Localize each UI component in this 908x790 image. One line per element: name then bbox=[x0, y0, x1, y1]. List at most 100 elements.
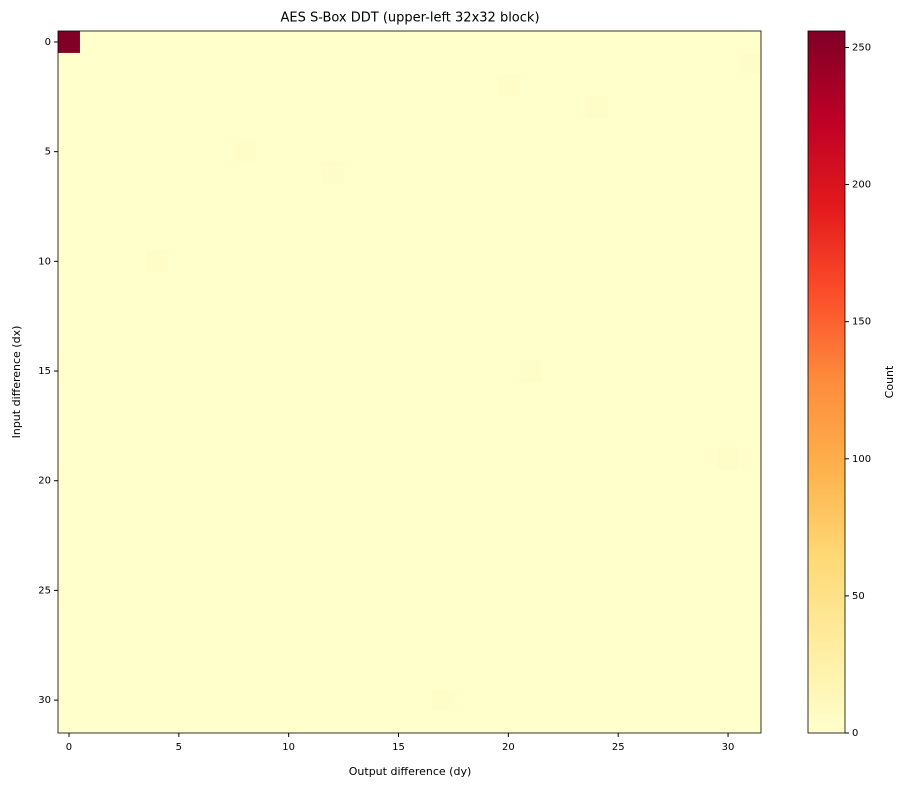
heatmap-cell bbox=[563, 250, 586, 273]
heatmap-cell bbox=[387, 162, 410, 185]
heatmap-cell bbox=[453, 118, 476, 142]
heatmap-cell bbox=[651, 316, 674, 339]
heatmap-cell bbox=[409, 52, 432, 76]
heatmap-cell bbox=[431, 74, 454, 98]
heatmap-cell bbox=[233, 316, 257, 339]
heatmap-cell bbox=[695, 31, 718, 54]
heatmap-cell bbox=[651, 338, 674, 361]
heatmap-cell bbox=[211, 294, 235, 317]
heatmap-cell bbox=[277, 601, 301, 624]
heatmap-cell bbox=[497, 447, 520, 471]
heatmap-cell bbox=[519, 272, 542, 295]
heatmap-cell bbox=[58, 447, 81, 471]
heatmap-cell bbox=[563, 513, 586, 536]
heatmap-cell bbox=[585, 403, 608, 427]
heatmap-cell bbox=[607, 74, 630, 98]
heatmap-cell bbox=[717, 645, 740, 668]
heatmap-cell bbox=[58, 645, 81, 668]
heatmap-cell bbox=[233, 118, 257, 142]
y-tick-label: 0 bbox=[45, 37, 51, 48]
heatmap-cell bbox=[387, 689, 410, 712]
heatmap-cell bbox=[145, 491, 169, 515]
heatmap-cell bbox=[519, 162, 542, 185]
heatmap-cell bbox=[541, 513, 564, 536]
heatmap-cell bbox=[145, 184, 169, 207]
heatmap-cell bbox=[365, 469, 388, 493]
heatmap-cell bbox=[189, 557, 213, 580]
heatmap-cell bbox=[189, 140, 213, 164]
heatmap-cell bbox=[739, 469, 762, 493]
heatmap-cell bbox=[343, 360, 366, 383]
heatmap-cell bbox=[167, 667, 191, 690]
heatmap-cell bbox=[211, 228, 235, 251]
heatmap-cell bbox=[299, 711, 323, 734]
heatmap-cell bbox=[343, 96, 366, 120]
heatmap-cell bbox=[321, 140, 344, 164]
heatmap-cell bbox=[673, 74, 696, 98]
heatmap-cell bbox=[189, 579, 213, 602]
heatmap-cell bbox=[453, 162, 476, 185]
heatmap-cell bbox=[739, 228, 762, 251]
heatmap-cell bbox=[453, 447, 476, 471]
heatmap-cell bbox=[58, 206, 81, 229]
heatmap-cell bbox=[255, 74, 279, 98]
heatmap-cell bbox=[123, 272, 147, 295]
heatmap-cell bbox=[255, 557, 279, 580]
heatmap-cell bbox=[343, 403, 366, 427]
heatmap-cell bbox=[695, 513, 718, 536]
heatmap-cell bbox=[585, 206, 608, 229]
heatmap-cell bbox=[123, 403, 147, 427]
heatmap-cell bbox=[277, 162, 301, 185]
heatmap-cell bbox=[387, 645, 410, 668]
heatmap-cell bbox=[607, 535, 630, 558]
y-tick-label: 10 bbox=[38, 256, 51, 267]
heatmap-cell bbox=[365, 74, 388, 98]
heatmap-cell bbox=[673, 140, 696, 164]
heatmap-cell bbox=[629, 557, 652, 580]
heatmap-cell bbox=[365, 316, 388, 339]
heatmap-cell bbox=[79, 272, 103, 295]
heatmap-cell bbox=[211, 667, 235, 690]
x-tick-label: 30 bbox=[722, 742, 735, 753]
heatmap-cell bbox=[365, 601, 388, 624]
heatmap-cell bbox=[431, 96, 454, 120]
heatmap-cell bbox=[607, 469, 630, 493]
heatmap-cell bbox=[79, 118, 103, 142]
heatmap-cell bbox=[299, 250, 323, 273]
heatmap-cell bbox=[541, 294, 564, 317]
heatmap-cell bbox=[255, 31, 279, 54]
heatmap-cell bbox=[79, 52, 103, 76]
heatmap-cell bbox=[475, 31, 498, 54]
heatmap-cell bbox=[58, 74, 81, 98]
heatmap-cell bbox=[519, 667, 542, 690]
heatmap-cell bbox=[563, 96, 586, 120]
heatmap-cell bbox=[101, 338, 125, 361]
heatmap-cell bbox=[299, 491, 323, 515]
heatmap-cell bbox=[365, 667, 388, 690]
heatmap-cell bbox=[321, 403, 344, 427]
heatmap-cell bbox=[321, 689, 344, 712]
heatmap-cell bbox=[695, 162, 718, 185]
heatmap-cell bbox=[739, 74, 762, 98]
heatmap-cell bbox=[189, 228, 213, 251]
heatmap-cell bbox=[387, 184, 410, 207]
heatmap-cell bbox=[167, 294, 191, 317]
heatmap-cell bbox=[211, 162, 235, 185]
heatmap-cell bbox=[343, 294, 366, 317]
heatmap-cell bbox=[519, 31, 542, 54]
heatmap-cell bbox=[365, 579, 388, 602]
heatmap-cell bbox=[321, 623, 344, 646]
heatmap-cell bbox=[211, 272, 235, 295]
heatmap-cell bbox=[189, 403, 213, 427]
heatmap-cell bbox=[497, 31, 520, 54]
heatmap-cell bbox=[409, 425, 432, 449]
heatmap-cell bbox=[651, 513, 674, 536]
heatmap-cell bbox=[673, 425, 696, 449]
heatmap-cell bbox=[145, 579, 169, 602]
heatmap-cell bbox=[167, 96, 191, 120]
heatmap-cell bbox=[189, 338, 213, 361]
heatmap-cell bbox=[541, 338, 564, 361]
heatmap-cell bbox=[321, 491, 344, 515]
heatmap-cell bbox=[739, 711, 762, 734]
heatmap-cell bbox=[431, 272, 454, 295]
